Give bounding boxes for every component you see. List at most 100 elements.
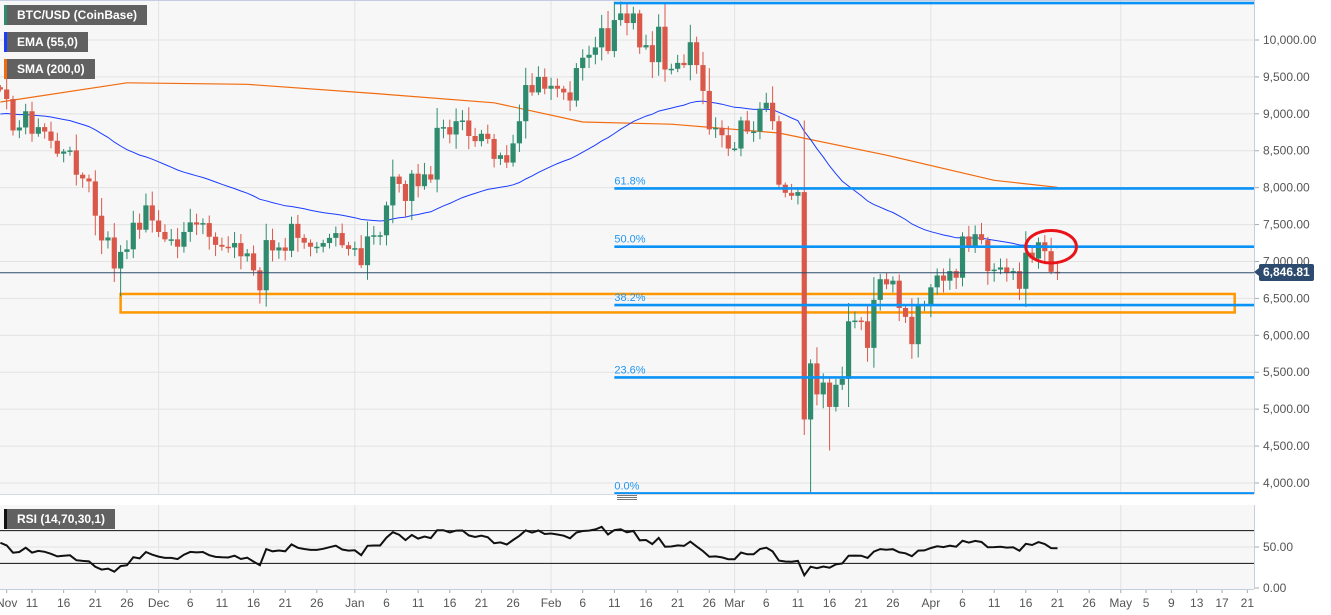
- date-tick-label: 21: [279, 596, 293, 610]
- legend-rsi-label: RSI (14,70,30,1): [17, 512, 106, 526]
- candle-body: [244, 253, 250, 257]
- candle-body: [1029, 252, 1035, 259]
- date-tick-label: 11: [412, 596, 425, 610]
- candle-body: [491, 138, 497, 159]
- candle-body: [706, 90, 712, 130]
- date-tick-label: 11: [216, 596, 229, 610]
- date-tick-label: 26: [703, 596, 717, 610]
- candle-body: [421, 174, 428, 187]
- candle-body: [738, 120, 744, 149]
- candle-body: [263, 240, 269, 291]
- candle-body: [902, 308, 909, 317]
- candle-body: [611, 20, 617, 52]
- fib-level-label: 0.0%: [614, 480, 639, 492]
- date-tick-label: 6: [383, 596, 390, 610]
- price-tick-label: 8,500.00: [1263, 144, 1310, 158]
- rsi-line: [0, 525, 1058, 578]
- candle-body: [972, 234, 978, 247]
- candle-body: [168, 239, 174, 241]
- candle-body: [592, 47, 598, 55]
- price-tick-label: 6,000.00: [1263, 328, 1310, 342]
- candle-body: [447, 127, 453, 135]
- candle-body: [200, 223, 206, 225]
- candle-body: [339, 233, 345, 246]
- candle-body: [288, 223, 295, 251]
- fib-level-label: 50.0%: [614, 234, 645, 246]
- candle-body: [732, 148, 738, 151]
- date-tick-label: 16: [57, 596, 71, 610]
- rsi-color-swatch: [4, 509, 7, 529]
- date-tick-label: 6: [579, 596, 586, 610]
- ema-color-swatch: [4, 32, 7, 52]
- candle-body: [719, 127, 725, 136]
- legend-ema-label: EMA (55,0): [17, 35, 78, 49]
- axes: 4,000.00 4,500.00 5,000.00 5,500.00 6,000.00…: [0, 33, 1317, 610]
- candle-body: [554, 85, 560, 89]
- date-tick-label: 6: [187, 596, 194, 610]
- sma-color-swatch: [4, 59, 7, 79]
- candle-body: [371, 235, 377, 237]
- legend-rsi[interactable]: RSI (14,70,30,1): [4, 509, 116, 529]
- candle-body: [997, 267, 1004, 270]
- candle-body: [250, 253, 257, 271]
- candle-body: [630, 13, 636, 24]
- candle-body: [212, 236, 219, 245]
- date-tick-label: 26: [120, 596, 134, 610]
- candle-body: [415, 173, 421, 187]
- candle-body: [187, 222, 193, 232]
- price-tick-label: 5,500.00: [1263, 365, 1310, 379]
- candle-body: [314, 246, 320, 249]
- legend-sma[interactable]: SMA (200,0): [4, 59, 95, 79]
- price-tick-label: 4,500.00: [1263, 439, 1310, 453]
- candle-body: [54, 140, 60, 154]
- candle-body: [345, 245, 352, 249]
- legend-symbol[interactable]: BTC/USD (CoinBase): [4, 5, 148, 25]
- candle-body: [776, 121, 782, 185]
- candle-body: [1035, 242, 1042, 259]
- candle-body: [409, 173, 415, 201]
- candle-body: [833, 384, 839, 407]
- candle-body: [282, 247, 288, 251]
- fib-level-label: 61.8%: [614, 175, 645, 187]
- candle-body: [694, 42, 700, 66]
- candle-body: [206, 223, 212, 237]
- candle-body: [725, 135, 731, 149]
- candle-body: [99, 215, 105, 241]
- fibonacci-retracement[interactable]: 0.0% 23.6% 38.2% 50.0% 61.8%: [614, 1, 1254, 495]
- fib-level-label: 38.2%: [614, 292, 645, 304]
- candle-body: [656, 26, 662, 63]
- date-tick-label: 16: [823, 596, 837, 610]
- candle-body: [333, 233, 339, 238]
- date-tick-label: 13: [1190, 596, 1204, 610]
- candle-body: [61, 151, 67, 154]
- candle-body: [713, 127, 719, 130]
- rsi-indicator: [0, 525, 1254, 578]
- candle-body: [826, 382, 833, 407]
- candle-body: [624, 13, 630, 24]
- candle-body: [124, 249, 130, 252]
- candle-body: [637, 13, 643, 48]
- support-zone-box: [119, 292, 1236, 314]
- candle-body: [934, 275, 940, 288]
- pane-resize-handle-icon[interactable]: [617, 495, 637, 500]
- candle-body: [504, 155, 510, 163]
- legend-symbol-label: BTC/USD (CoinBase): [17, 8, 138, 22]
- legend-ema[interactable]: EMA (55,0): [4, 32, 88, 52]
- candle-body: [883, 279, 890, 285]
- date-tick-label: Nov: [0, 596, 17, 610]
- date-tick-label: 26: [310, 596, 324, 610]
- candle-body: [225, 246, 231, 249]
- ema-55-line: [0, 100, 1058, 249]
- candle-body: [257, 270, 263, 291]
- candle-body: [1004, 267, 1010, 273]
- candle-body: [599, 28, 605, 48]
- candle-body: [839, 378, 845, 385]
- candle-body: [219, 244, 225, 247]
- candle-body: [770, 102, 776, 122]
- candle-body: [763, 102, 769, 109]
- candle-body: [231, 243, 238, 248]
- candle-body: [1010, 271, 1016, 273]
- candle-body: [580, 57, 586, 69]
- candle-body: [440, 127, 447, 129]
